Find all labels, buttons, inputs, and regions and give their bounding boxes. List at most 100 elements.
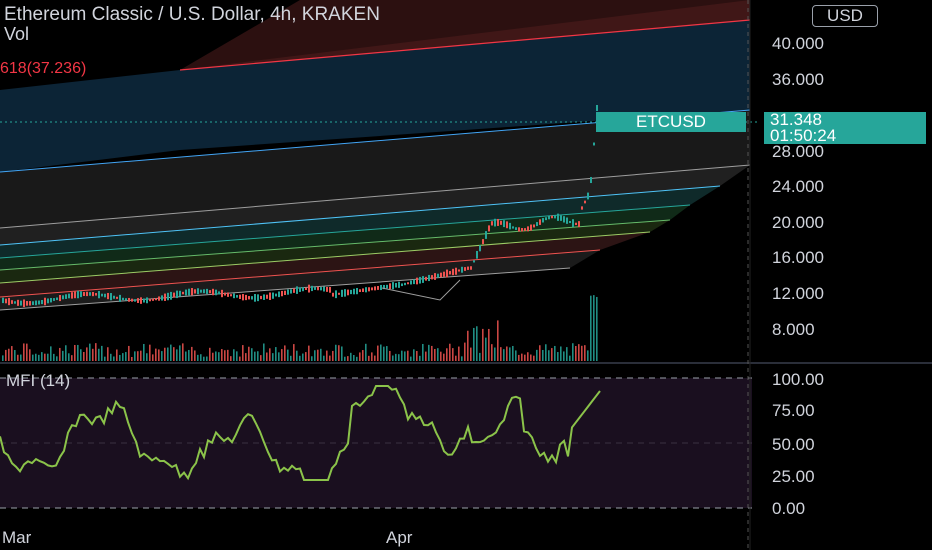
volume-bar: [479, 352, 481, 361]
candle: [263, 294, 265, 300]
candle: [476, 250, 478, 259]
mfi-axis-label: 100.00: [772, 370, 824, 389]
candle: [323, 286, 325, 292]
candle: [458, 269, 460, 272]
volume-bar: [164, 347, 166, 361]
candle: [89, 292, 91, 296]
fib-zone-red-upper: [180, 0, 750, 70]
price-label: 20.000: [772, 213, 824, 232]
volume-bar: [587, 350, 589, 361]
volume-bar: [152, 354, 154, 361]
volume-bar: [134, 351, 136, 361]
candle: [515, 227, 517, 230]
volume-bar: [431, 345, 433, 361]
candle: [206, 288, 208, 294]
volume-bar: [200, 354, 202, 361]
candle: [251, 296, 253, 300]
fib-zone-green: [0, 205, 690, 270]
candle: [65, 294, 67, 299]
time-label: Mar: [2, 528, 32, 547]
volume-bar: [293, 344, 295, 361]
volume-bar: [206, 356, 208, 361]
volume-bar: [446, 348, 448, 361]
volume-bar: [578, 344, 580, 361]
volume-bar: [521, 353, 523, 361]
candle: [53, 298, 55, 301]
volume-bar: [251, 348, 253, 361]
fib-line-olive: [0, 231, 651, 284]
candle: [335, 290, 337, 299]
volume-bar: [485, 337, 487, 361]
volume-bar: [98, 348, 100, 361]
candle: [485, 231, 487, 239]
candle: [578, 221, 580, 228]
candle: [566, 217, 568, 224]
candle: [254, 293, 256, 302]
volume-bar: [173, 347, 175, 361]
volume-bar: [194, 350, 196, 361]
candle: [209, 290, 211, 294]
volume-bar: [536, 349, 538, 361]
candle: [440, 272, 442, 278]
candle: [413, 279, 415, 285]
volume-bar: [395, 353, 397, 361]
volume-bar: [212, 352, 214, 361]
volume-bar: [386, 346, 388, 361]
volume-bar: [29, 349, 31, 361]
volume-bar: [302, 353, 304, 361]
volume-bar: [77, 344, 79, 361]
volume-bar: [548, 350, 550, 361]
volume-bar: [83, 351, 85, 361]
candle: [173, 292, 175, 298]
candle: [293, 288, 295, 293]
candle: [404, 282, 406, 286]
candle: [188, 288, 190, 296]
candle: [224, 292, 226, 296]
volume-bar: [428, 344, 430, 361]
candle: [473, 260, 475, 263]
volume-bar: [560, 346, 562, 361]
candle: [344, 289, 346, 297]
candle: [389, 283, 391, 289]
volume-bar: [392, 355, 394, 361]
volume-bar: [461, 356, 463, 361]
candle: [521, 228, 523, 232]
candle: [533, 224, 535, 228]
candle: [554, 215, 556, 219]
volume-bar: [197, 354, 199, 361]
volume-bar: [170, 344, 172, 361]
volume-bar: [350, 352, 352, 361]
candle: [269, 292, 271, 301]
volume-bar: [407, 350, 409, 361]
volume-bar: [101, 345, 103, 361]
volume-bar: [476, 326, 478, 361]
candle: [296, 286, 298, 294]
candle: [77, 290, 79, 299]
candle: [596, 104, 598, 112]
volume-bar: [119, 354, 121, 361]
mfi-indicator-label[interactable]: MFI (14): [6, 371, 71, 390]
candle: [431, 275, 433, 280]
volume-bar: [491, 344, 493, 361]
candle: [572, 219, 574, 228]
candle: [50, 298, 52, 303]
candle: [80, 291, 82, 298]
volume-bar: [512, 345, 514, 361]
volume-bar: [455, 355, 457, 361]
volume-bar: [2, 355, 4, 361]
candle: [242, 294, 244, 301]
candle: [170, 291, 172, 300]
volume-bar: [284, 345, 286, 361]
volume-bar: [104, 356, 106, 361]
volume-bar: [515, 350, 517, 361]
candle: [14, 301, 16, 304]
volume-bar: [23, 343, 25, 361]
volume-bar: [500, 347, 502, 361]
candle: [416, 277, 418, 285]
fib-line-lightblue: [0, 185, 721, 246]
candle: [419, 276, 421, 284]
currency-button[interactable]: USD: [812, 5, 878, 27]
candle: [230, 294, 232, 297]
volume-bar: [128, 345, 130, 361]
